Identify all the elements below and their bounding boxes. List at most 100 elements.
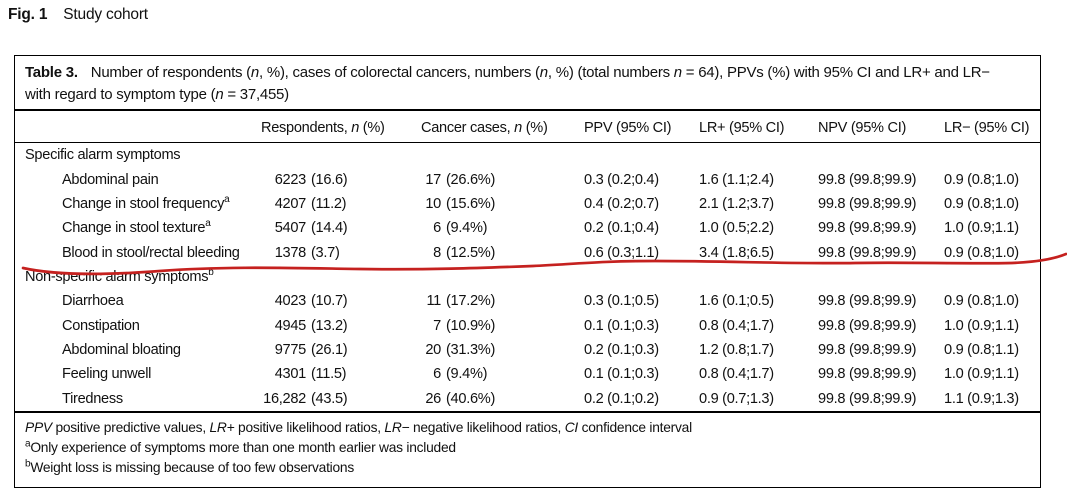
- cell-ppv: 0.3 (0.2;0.4): [584, 171, 659, 188]
- text-segment: with regard to symptom type (: [25, 85, 216, 103]
- cell-lr-minus: 0.9 (0.8;1.1): [944, 341, 1019, 358]
- cell-symptom: Change in stool frequencya: [15, 195, 259, 212]
- footnote-marker: a: [25, 438, 31, 450]
- text-segment: Cancer cases,: [421, 120, 515, 136]
- cell-lr-plus: 0.8 (0.4;1.7): [699, 366, 774, 383]
- cancer-pct: (31.3%): [446, 341, 495, 358]
- text-segment: (%): [359, 120, 385, 136]
- respondents-pct: (11.2): [311, 195, 347, 212]
- respondents-n: 9775: [274, 341, 307, 358]
- cancer-pct: (26.6%): [446, 171, 495, 188]
- cell-lr-plus: 2.1 (1.2;3.7): [699, 195, 774, 212]
- figure-caption: Fig. 1 Study cohort: [8, 6, 148, 24]
- cancer-n: 8: [433, 244, 441, 261]
- symptom-label: Change in stool frequency: [62, 195, 225, 212]
- text-segment: n: [351, 120, 360, 136]
- table-row: Abdominal bloating 9775 (26.1) 20 (31.3%) 0.2…: [15, 338, 1040, 362]
- cancer-n: 26: [425, 390, 441, 407]
- table-footnotes: PPV positive predictive values, LR+ posi…: [15, 413, 1040, 479]
- text-segment: n: [250, 64, 260, 81]
- cancer-pct: (17.2%): [446, 293, 495, 310]
- text-segment: Number of respondents (: [90, 64, 251, 81]
- section-row: Specific alarm symptoms: [15, 143, 1040, 167]
- footnote-line: bWeight loss is missing because of too f…: [25, 458, 1030, 478]
- cell-npv: 99.8 (99.8;99.9): [818, 244, 917, 261]
- cell-symptom: Diarrhoea: [15, 293, 259, 309]
- cell-cancer-cases: 8 (12.5%): [419, 245, 582, 261]
- cell-lr-plus: 1.0 (0.5;2.2): [699, 220, 774, 237]
- cell-respondents: 4023 (10.7): [259, 293, 419, 309]
- respondents-n: 16,282: [263, 390, 306, 407]
- cell-symptom: Tiredness: [15, 391, 259, 407]
- column-header-lr-plus: LR+ (95% CI): [697, 120, 816, 136]
- column-header-npv: NPV (95% CI): [816, 120, 942, 136]
- symptom-label: Tiredness: [62, 390, 123, 407]
- footnote-line: PPV positive predictive values, LR+ posi…: [25, 418, 1030, 438]
- table-row: Change in stool texturea 5407 (14.4) 6 (9.4%…: [15, 216, 1040, 240]
- column-header-cancer-cases: Cancer cases, n (%): [419, 120, 582, 136]
- column-header-ppv: PPV (95% CI): [582, 120, 697, 136]
- text-segment: PPV: [25, 419, 52, 435]
- symptom-label: Specific alarm symptoms: [25, 147, 181, 164]
- cancer-pct: (40.6%): [446, 390, 495, 407]
- text-segment: n: [539, 64, 548, 81]
- respondents-pct: (14.4): [311, 220, 348, 237]
- respondents-pct: (16.6): [311, 171, 348, 188]
- table-row: Constipation 4945 (13.2) 7 (10.9%) 0.1 (0.1;0…: [15, 313, 1040, 337]
- cell-ppv: 0.3 (0.1;0.5): [584, 293, 659, 310]
- symptom-label: Diarrhoea: [62, 293, 124, 310]
- cell-lr-minus: 1.0 (0.9;1.1): [944, 220, 1019, 237]
- cancer-pct: (15.6%): [446, 195, 495, 212]
- footnote-line: aOnly experience of symptoms more than o…: [25, 438, 1030, 458]
- text-segment: = 37,455): [223, 85, 289, 103]
- cell-lr-plus: 1.6 (0.1;0.5): [699, 293, 774, 310]
- text-segment: Weight loss is missing because of too fe…: [30, 460, 354, 476]
- cell-symptom: Constipation: [15, 318, 259, 334]
- text-segment: = 64), PPVs (%) with 95% CI and LR+ and …: [681, 64, 990, 81]
- text-segment: negative likelihood ratios,: [409, 419, 565, 435]
- respondents-pct: (43.5): [311, 390, 348, 407]
- text-segment: , %) (total numbers: [547, 64, 674, 81]
- symptom-label: Blood in stool/rectal bleeding: [62, 244, 240, 261]
- rule-above-footnotes: [15, 410, 1040, 413]
- text-segment: Table 3.: [25, 64, 78, 81]
- cell-cancer-cases: 11 (17.2%): [419, 293, 582, 309]
- cell-npv: 99.8 (99.8;99.9): [818, 293, 917, 310]
- table-row: Tiredness 16,282 (43.5) 26 (40.6%) 0.2 (0.1;0…: [15, 386, 1040, 410]
- table-row: Diarrhoea 4023 (10.7) 11 (17.2%) 0.3 (0.1;0.5…: [15, 289, 1040, 313]
- respondents-n: 4207: [274, 195, 307, 212]
- cell-respondents: 4207 (11.2): [259, 196, 419, 212]
- rule-below-caption: [15, 109, 1040, 111]
- text-segment: n: [673, 64, 682, 81]
- column-header-respondents: Respondents, n (%): [259, 120, 419, 136]
- table-header-row: Respondents, n (%) Cancer cases, n (%) PPV…: [15, 111, 1040, 142]
- respondents-pct: (26.1): [311, 341, 348, 358]
- respondents-n: 6223: [274, 171, 307, 188]
- text-segment: Respondents,: [261, 120, 352, 136]
- respondents-n: 4945: [274, 317, 307, 334]
- cell-respondents: 1378 (3.7): [259, 245, 419, 261]
- section-label: Non-specific alarm symptomsb: [15, 267, 1040, 285]
- text-segment: n: [514, 120, 522, 136]
- cell-ppv: 0.2 (0.1;0.2): [584, 390, 659, 407]
- cell-respondents: 4945 (13.2): [259, 318, 419, 334]
- symptom-label: Abdominal pain: [62, 171, 159, 188]
- cell-cancer-cases: 6 (9.4%): [419, 366, 582, 382]
- table-3: Table 3. Number of respondents (n, %), ca…: [14, 55, 1041, 488]
- respondents-pct: (3.7): [311, 244, 340, 261]
- footnote-marker: b: [25, 458, 31, 470]
- cell-symptom: Abdominal pain: [15, 172, 259, 188]
- text-segment: LR−: [384, 419, 410, 435]
- cell-npv: 99.8 (99.8;99.9): [818, 390, 917, 407]
- cell-cancer-cases: 7 (10.9%): [419, 318, 582, 334]
- figure-number: Fig. 1: [8, 6, 48, 23]
- footnote-marker: b: [208, 267, 214, 279]
- text-segment: n: [215, 85, 224, 103]
- cancer-n: 7: [433, 317, 441, 334]
- cell-npv: 99.8 (99.8;99.9): [818, 195, 917, 212]
- cell-lr-plus: 0.9 (0.7;1.3): [699, 390, 774, 407]
- cell-ppv: 0.6 (0.3;1.1): [584, 244, 659, 261]
- text-segment: LR− (95% CI): [944, 120, 1030, 136]
- footnote-marker: a: [205, 218, 211, 230]
